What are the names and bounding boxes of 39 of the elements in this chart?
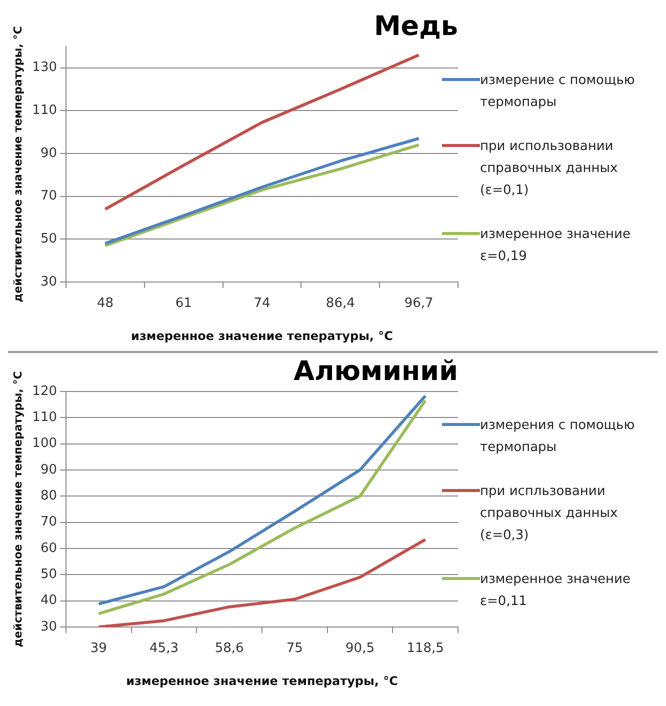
y-tick-label: 110 [32,410,58,425]
x-axis-title: измеренное значение тепературы, °C [131,328,394,343]
y-tick-label: 120 [32,384,58,399]
x-tick-label: 75 [286,641,303,656]
y-tick-label: 30 [40,274,58,290]
x-tick-label: 90,5 [346,641,374,656]
y-tick-label: 110 [32,103,58,118]
y-tick-label: 80 [40,488,58,504]
x-tick-label: 58,6 [214,641,244,656]
chart-title: Алюминий [294,356,458,388]
x-tick-label: 61 [175,296,192,312]
y-tick-label: 50 [40,567,58,582]
y-tick-label: 90 [40,146,58,161]
x-tick-label: 45,3 [150,641,178,656]
x-tick-label: 74 [254,296,270,312]
y-tick-label: 70 [40,514,58,530]
legend-label: при использовании справочных данных (ε=0,1) [480,138,619,200]
x-tick-label: 96,7 [404,296,434,312]
x-tick-label: 48 [96,296,114,312]
legend-label: измерения с помощью термопары [480,417,636,457]
y-tick-label: 60 [40,540,58,556]
y-axis-title: действительное значение температуры, °C [11,371,24,648]
y-tick-label: 130 [32,60,58,76]
x-tick-label: 86,4 [326,296,355,312]
legend-label: измеренное значение ε=0,19 [480,226,632,266]
y-tick-label: 100 [32,436,58,452]
y-tick-label: 70 [40,188,58,204]
y-tick-label: 50 [40,232,58,247]
x-tick-label: 39 [90,641,107,656]
y-tick-label: 90 [40,462,58,478]
y-tick-label: 40 [40,593,58,608]
legend-label: измеренное значение ε=0,11 [480,571,632,611]
y-axis-title: действительное значение температуры, °C [11,26,24,302]
chart-title: Медь [374,11,458,42]
x-tick-label: 118,5 [406,641,444,656]
y-tick-label: 30 [40,619,58,634]
x-axis-title: измеренное значение температуры, °C [126,674,398,688]
legend-label: при испльзовании справочных данных (ε=0,3) [480,483,619,545]
legend-label: измерение с помощью термопары [480,72,636,112]
